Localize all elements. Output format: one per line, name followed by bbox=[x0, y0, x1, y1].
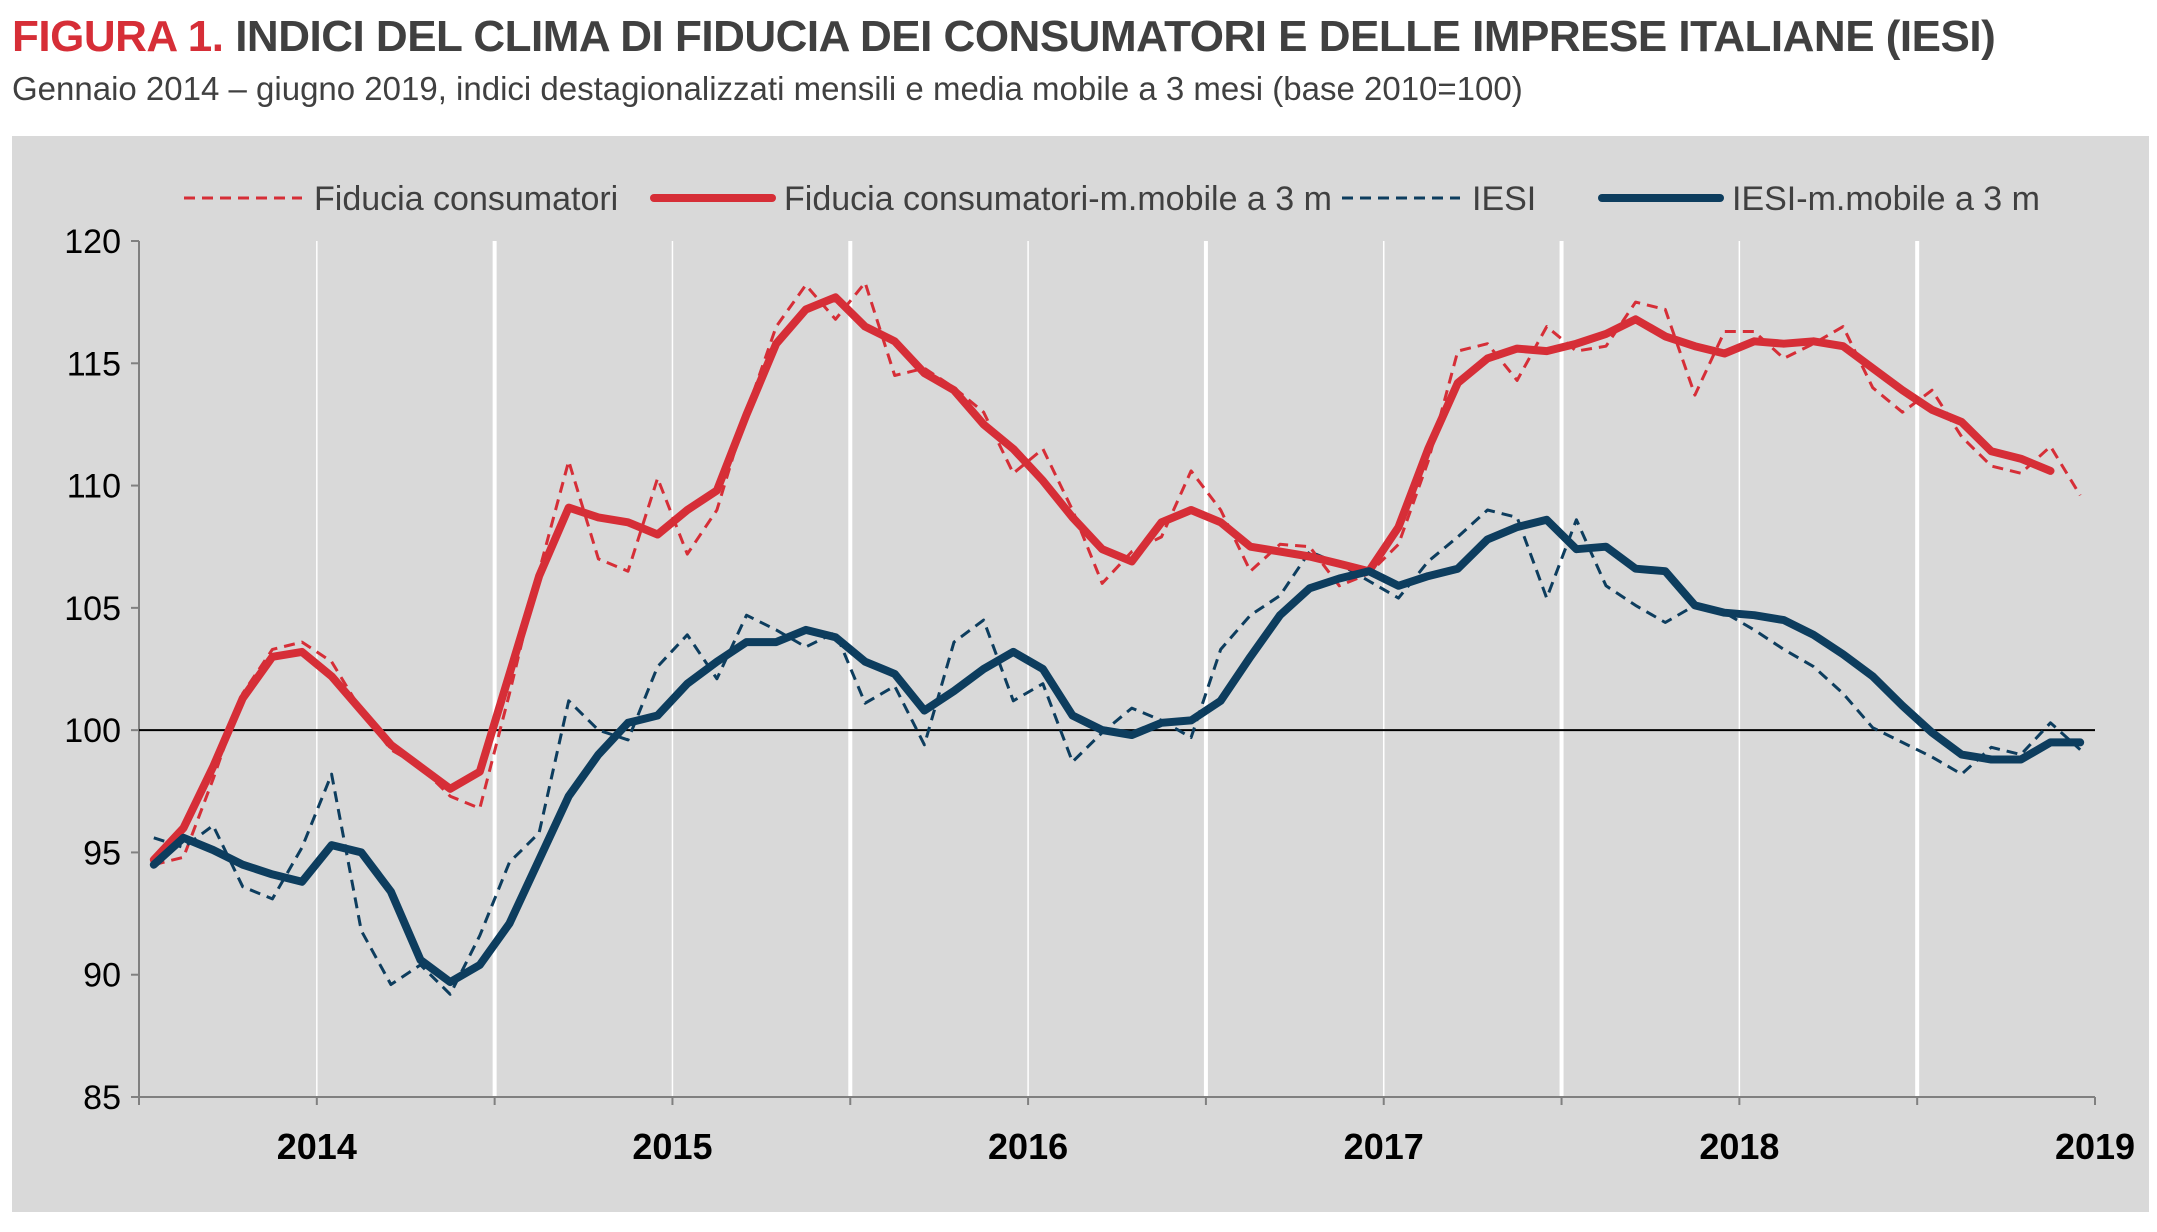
y-tick-label: 115 bbox=[67, 345, 121, 383]
legend-label: IESI-m.mobile a 3 m bbox=[1732, 180, 2040, 218]
y-tick-label: 110 bbox=[67, 468, 121, 506]
y-tick-label: 90 bbox=[83, 957, 121, 995]
figure-title-text: INDICI DEL CLIMA DI FIDUCIA DEI CONSUMAT… bbox=[235, 12, 1995, 61]
y-tick-label: 105 bbox=[64, 590, 121, 628]
legend-label: Fiducia consumatori-m.mobile a 3 m bbox=[784, 180, 1332, 218]
figure-label: FIGURA 1. bbox=[12, 12, 223, 61]
legend-label: IESI bbox=[1472, 180, 1536, 218]
chart-container: 120 115 110 105 100 95 90 85 2014 2015 2016 2017 201… bbox=[12, 136, 2149, 1212]
y-tick-label: 100 bbox=[64, 712, 121, 750]
x-year-label: 2014 bbox=[277, 1126, 357, 1167]
x-year-label: 2016 bbox=[988, 1126, 1068, 1167]
line-chart: 120 115 110 105 100 95 90 85 2014 2015 2016 2017 201… bbox=[12, 136, 2149, 1212]
y-tick-label: 95 bbox=[83, 834, 121, 872]
y-tick-label: 120 bbox=[64, 223, 121, 261]
x-year-label: 2018 bbox=[1699, 1126, 1779, 1167]
legend-label: Fiducia consumatori bbox=[314, 180, 618, 218]
x-year-label: 2017 bbox=[1344, 1126, 1424, 1167]
y-tick-label: 85 bbox=[83, 1079, 121, 1117]
x-year-label: 2019 bbox=[2055, 1126, 2135, 1167]
figure-subtitle: Gennaio 2014 – giugno 2019, indici desta… bbox=[12, 70, 1523, 108]
x-year-label: 2015 bbox=[632, 1126, 712, 1167]
figure-title: FIGURA 1. INDICI DEL CLIMA DI FIDUCIA DE… bbox=[12, 12, 1995, 62]
